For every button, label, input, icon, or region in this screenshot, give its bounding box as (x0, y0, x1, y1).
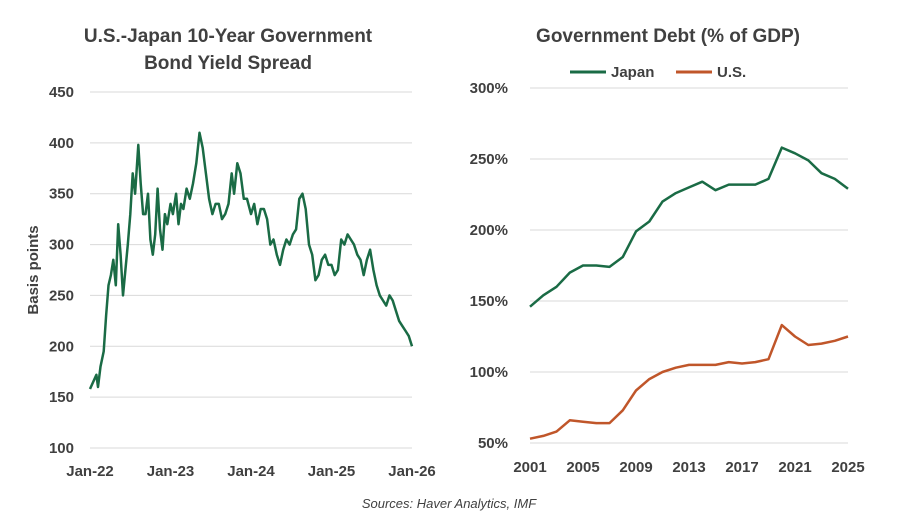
spread-series-line (88, 131, 414, 390)
left-x-tick-label: Jan-24 (227, 463, 275, 480)
source-note: Sources: Haver Analytics, IMF (362, 496, 537, 511)
left-y-axis-label: Basis points (25, 225, 42, 314)
right-x-tick-label: 2009 (619, 459, 652, 476)
right-y-tick-label: 200% (470, 222, 508, 239)
right-x-tick-label: 2001 (513, 459, 546, 476)
left-y-tick-label: 250 (49, 287, 74, 304)
left-y-tick-labels: 100 150 200 250 300 350 400 450 (49, 84, 74, 457)
left-y-tick-label: 400 (49, 135, 74, 152)
right-y-tick-label: 150% (470, 293, 508, 310)
right-chart: Government Debt (% of GDP) Japan U.S. 50… (470, 26, 865, 476)
left-x-tick-label: Jan-25 (308, 463, 356, 480)
right-x-tick-label: 2017 (725, 459, 758, 476)
left-y-tick-label: 200 (49, 338, 74, 355)
left-y-tick-label: 300 (49, 237, 74, 254)
left-y-tick-label: 100 (49, 440, 74, 457)
legend-japan-label: Japan (611, 64, 654, 81)
legend-us-label: U.S. (717, 64, 746, 81)
right-y-tick-label: 50% (478, 435, 508, 452)
left-chart-title-line2: Bond Yield Spread (144, 53, 312, 74)
left-chart-title-line1: U.S.-Japan 10-Year Government (84, 26, 373, 47)
left-x-tick-label: Jan-26 (388, 463, 436, 480)
japan-series-line (529, 146, 849, 308)
left-x-tick-label: Jan-22 (66, 463, 114, 480)
left-y-tick-label: 350 (49, 186, 74, 203)
left-y-tick-label: 450 (49, 84, 74, 101)
right-y-tick-label: 300% (470, 80, 508, 97)
right-x-tick-label: 2005 (566, 459, 599, 476)
right-x-tick-label: 2025 (831, 459, 864, 476)
left-x-tick-labels: Jan-22 Jan-23 Jan-24 Jan-25 Jan-26 (66, 463, 436, 480)
us-series-line (529, 323, 849, 440)
right-gridlines (530, 87, 848, 444)
right-x-tick-label: 2013 (672, 459, 705, 476)
right-x-tick-labels: 2001 2005 2009 2013 2017 2021 2025 (513, 459, 864, 476)
right-x-tick-label: 2021 (778, 459, 811, 476)
right-chart-title: Government Debt (% of GDP) (536, 26, 800, 47)
right-y-tick-labels: 50% 100% 150% 200% 250% 300% (470, 80, 508, 452)
left-x-tick-label: Jan-23 (147, 463, 195, 480)
left-y-tick-label: 150 (49, 389, 74, 406)
right-y-tick-label: 250% (470, 151, 508, 168)
right-y-tick-label: 100% (470, 364, 508, 381)
left-gridlines (90, 91, 412, 449)
left-chart: U.S.-Japan 10-Year Government Bond Yield… (25, 26, 436, 480)
legend: Japan U.S. (570, 64, 746, 81)
